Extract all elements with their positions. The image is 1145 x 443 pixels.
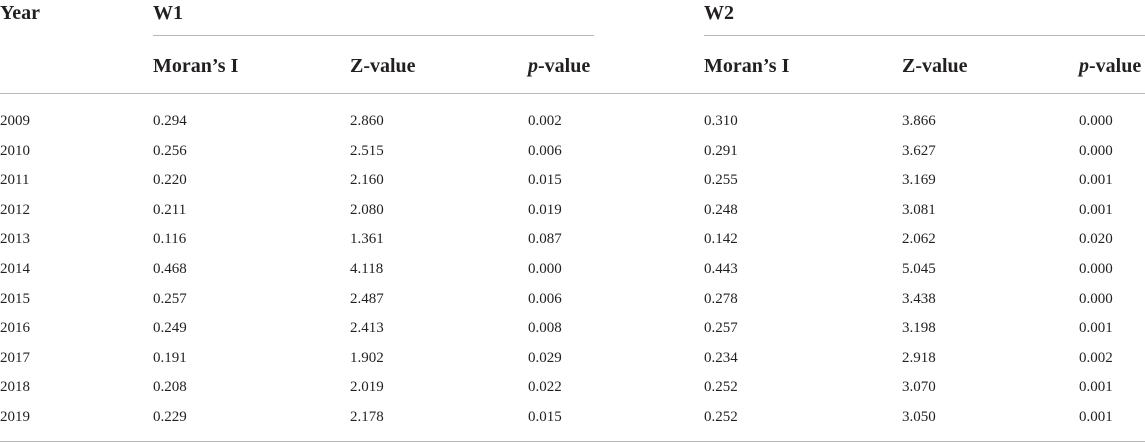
value-cell: 0.015	[528, 409, 562, 425]
year-header: Year	[0, 2, 40, 24]
col-header-w2-p-italic: p	[1079, 55, 1089, 77]
value-cell: 0.257	[153, 290, 187, 307]
value-cell: 0.294	[153, 113, 187, 129]
year-cell: 2013	[0, 231, 30, 248]
year-cell: 2014	[0, 261, 30, 277]
col-header-w1-p-suffix: -value	[538, 55, 591, 77]
value-cell: 0.211	[153, 201, 187, 218]
value-cell: 3.169	[902, 172, 936, 189]
value-cell: 5.045	[902, 261, 936, 277]
year-cell: 2012	[0, 201, 30, 218]
value-cell: 3.198	[902, 320, 936, 337]
value-cell: 0.029	[528, 349, 562, 366]
year-cell: 2011	[0, 172, 30, 189]
group-w1-rule	[153, 35, 594, 36]
col-header-w1-p-value: p-value	[528, 56, 590, 76]
year-cell: 2019	[0, 409, 30, 425]
year-cell: 2018	[0, 379, 30, 396]
value-cell: 0.234	[704, 349, 738, 366]
value-cell: 0.278	[704, 290, 738, 307]
value-cell: 0.000	[1079, 142, 1113, 159]
value-cell: 0.142	[704, 231, 738, 248]
value-cell: 0.020	[1079, 231, 1113, 248]
year-cell: 2009	[0, 113, 30, 129]
year-cell: 2016	[0, 320, 30, 337]
year-cell: 2017	[0, 349, 30, 366]
value-cell: 2.515	[350, 142, 384, 159]
value-cell: 0.002	[1079, 349, 1113, 366]
value-cell: 3.438	[902, 290, 936, 307]
value-cell: 3.866	[902, 113, 936, 129]
value-cell: 0.000	[528, 261, 562, 277]
value-cell: 2.918	[902, 349, 936, 366]
value-cell: 3.627	[902, 142, 936, 159]
value-cell: 2.487	[350, 290, 384, 307]
value-cell: 0.022	[528, 379, 562, 396]
value-cell: 0.255	[704, 172, 738, 189]
value-cell: 0.000	[1079, 290, 1113, 307]
col-header-w2-z-value: Z-value	[902, 55, 968, 77]
group-w2-label: W2	[704, 2, 734, 24]
header-bottom-rule	[0, 93, 1145, 94]
col-header-w1-morans-i: Moran’s I	[153, 55, 239, 77]
value-cell: 0.443	[704, 261, 738, 277]
value-cell: 0.015	[528, 172, 562, 189]
col-header-w2-p-value: p-value	[1079, 56, 1141, 76]
value-cell: 0.220	[153, 172, 187, 189]
year-cell: 2015	[0, 290, 30, 307]
value-cell: 2.178	[350, 409, 384, 425]
value-cell: 0.087	[528, 231, 562, 248]
value-cell: 1.361	[350, 231, 384, 248]
group-w1-label: W1	[153, 2, 183, 24]
value-cell: 0.001	[1079, 201, 1113, 218]
value-cell: 0.252	[704, 379, 738, 396]
value-cell: 0.248	[704, 201, 738, 218]
value-cell: 0.208	[153, 379, 187, 396]
value-cell: 0.000	[1079, 261, 1113, 277]
col-header-w1-z-value: Z-value	[350, 55, 416, 77]
value-cell: 0.002	[528, 113, 562, 129]
value-cell: 0.000	[1079, 113, 1113, 129]
value-cell: 3.081	[902, 201, 936, 218]
value-cell: 0.001	[1079, 409, 1113, 425]
col-header-w2-p-suffix: -value	[1089, 55, 1142, 77]
value-cell: 0.257	[704, 320, 738, 337]
group-w2-rule	[704, 35, 1145, 36]
value-cell: 2.019	[350, 379, 384, 396]
value-cell: 2.413	[350, 320, 384, 337]
value-cell: 0.291	[704, 142, 738, 159]
value-cell: 3.070	[902, 379, 936, 396]
table-bottom-rule	[0, 441, 1145, 442]
value-cell: 0.001	[1079, 172, 1113, 189]
value-cell: 2.080	[350, 201, 384, 218]
value-cell: 0.006	[528, 142, 562, 159]
value-cell: 0.468	[153, 261, 187, 277]
value-cell: 1.902	[350, 349, 384, 366]
year-cell: 2010	[0, 142, 30, 159]
col-header-w2-morans-i: Moran’s I	[704, 55, 790, 77]
value-cell: 0.116	[153, 231, 187, 248]
value-cell: 0.001	[1079, 320, 1113, 337]
value-cell: 2.062	[902, 231, 936, 248]
value-cell: 0.310	[704, 113, 738, 129]
value-cell: 4.118	[350, 261, 384, 277]
value-cell: 0.249	[153, 320, 187, 337]
value-cell: 2.860	[350, 113, 384, 129]
value-cell: 0.191	[153, 349, 187, 366]
value-cell: 3.050	[902, 409, 936, 425]
col-header-w1-p-italic: p	[528, 55, 538, 77]
value-cell: 0.001	[1079, 379, 1113, 396]
value-cell: 2.160	[350, 172, 384, 189]
value-cell: 0.008	[528, 320, 562, 337]
value-cell: 0.006	[528, 290, 562, 307]
value-cell: 0.229	[153, 409, 187, 425]
value-cell: 0.252	[704, 409, 738, 425]
value-cell: 0.256	[153, 142, 187, 159]
value-cell: 0.019	[528, 201, 562, 218]
